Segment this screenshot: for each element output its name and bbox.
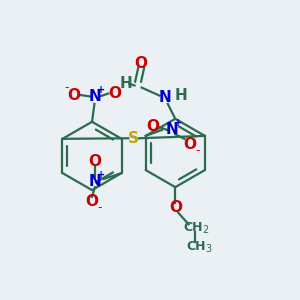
Text: N: N xyxy=(166,122,179,137)
Text: H: H xyxy=(175,88,188,103)
Text: N: N xyxy=(88,89,101,104)
Text: CH: CH xyxy=(183,221,203,234)
Text: CH: CH xyxy=(186,240,206,253)
Text: O: O xyxy=(108,86,121,101)
Text: O: O xyxy=(183,137,196,152)
Text: N: N xyxy=(88,175,101,190)
Text: O: O xyxy=(169,200,182,215)
Text: +: + xyxy=(174,118,182,128)
Text: O: O xyxy=(88,154,101,169)
Text: O: O xyxy=(68,88,81,103)
Text: 3: 3 xyxy=(206,244,212,254)
Text: H: H xyxy=(120,76,133,91)
Text: N: N xyxy=(158,91,171,106)
Text: 2: 2 xyxy=(202,225,209,235)
Text: O: O xyxy=(85,194,98,209)
Text: +: + xyxy=(97,85,105,95)
Text: -: - xyxy=(195,144,200,157)
Text: S: S xyxy=(128,131,139,146)
Text: +: + xyxy=(98,170,106,180)
Text: O: O xyxy=(147,119,160,134)
Text: -: - xyxy=(64,81,69,94)
Text: O: O xyxy=(135,56,148,71)
Text: -: - xyxy=(97,201,102,214)
